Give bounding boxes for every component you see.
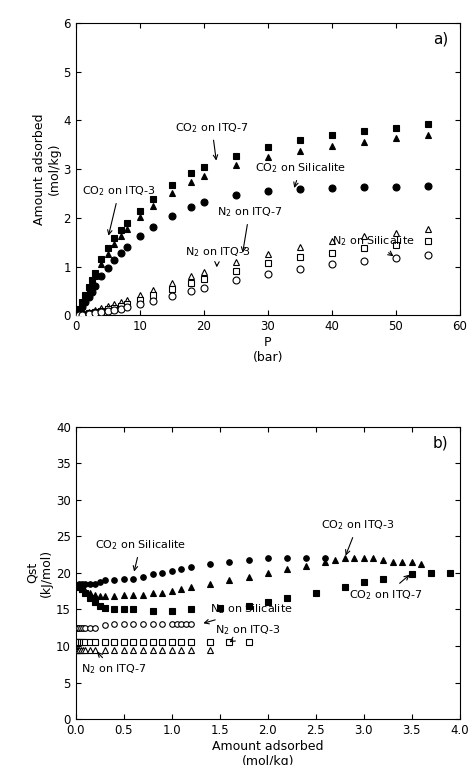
Text: CO$_2$ on ITQ-3: CO$_2$ on ITQ-3 bbox=[82, 184, 156, 235]
Text: N$_2$ on ITQ-3: N$_2$ on ITQ-3 bbox=[215, 623, 281, 642]
Text: CO$_2$ on ITQ-7: CO$_2$ on ITQ-7 bbox=[175, 121, 249, 159]
Text: N$_2$ on ITQ-7: N$_2$ on ITQ-7 bbox=[217, 205, 282, 252]
Text: CO$_2$ on Silicalite: CO$_2$ on Silicalite bbox=[255, 161, 346, 187]
Text: a): a) bbox=[433, 31, 448, 47]
X-axis label: Amount adsorbed
(mol/kg): Amount adsorbed (mol/kg) bbox=[212, 740, 324, 765]
Text: CO$_2$ on ITQ-7: CO$_2$ on ITQ-7 bbox=[349, 575, 423, 602]
Text: N$_2$ on Silicalite: N$_2$ on Silicalite bbox=[332, 234, 415, 256]
Y-axis label: Amount adsorbed
(mol/kg): Amount adsorbed (mol/kg) bbox=[33, 113, 61, 225]
Text: CO$_2$ on Silicalite: CO$_2$ on Silicalite bbox=[95, 538, 186, 571]
Text: N$_2$ on Silicalite: N$_2$ on Silicalite bbox=[204, 603, 293, 623]
X-axis label: P
(bar): P (bar) bbox=[253, 336, 283, 364]
Text: b): b) bbox=[433, 435, 448, 451]
Text: CO$_2$ on ITQ-3: CO$_2$ on ITQ-3 bbox=[320, 519, 394, 555]
Text: N$_2$ on ITQ-3: N$_2$ on ITQ-3 bbox=[184, 245, 250, 266]
Text: N$_2$ on ITQ-7: N$_2$ on ITQ-7 bbox=[81, 653, 146, 676]
Y-axis label: Qst
(kJ/mol): Qst (kJ/mol) bbox=[25, 549, 54, 597]
